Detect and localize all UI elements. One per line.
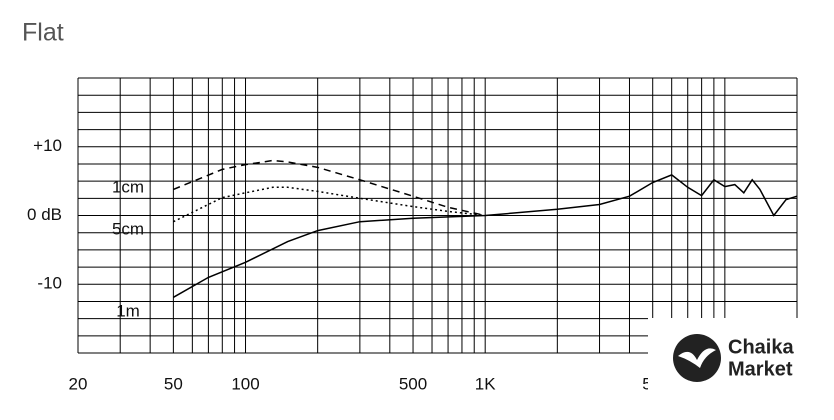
series-label: 1m <box>116 301 140 320</box>
series-line <box>173 174 798 298</box>
y-tick-label: +10 <box>33 136 62 155</box>
y-tick-label: 0 dB <box>27 205 62 224</box>
x-tick-label: 20 <box>69 374 88 393</box>
watermark-bird <box>678 348 716 368</box>
series-label: 5cm <box>112 219 144 238</box>
series-line <box>173 159 486 217</box>
x-tick-label: 500 <box>399 374 427 393</box>
chart-title: Flat <box>22 19 64 47</box>
x-tick-label: 100 <box>231 374 259 393</box>
series-line <box>173 186 486 223</box>
x-tick-label: 1K <box>475 374 496 393</box>
watermark-logo <box>673 334 721 382</box>
series-label: 1cm <box>112 177 144 196</box>
x-tick-label: 50 <box>164 374 183 393</box>
y-tick-label: -10 <box>37 274 62 293</box>
watermark-text: Market <box>728 358 793 380</box>
watermark-text: Chaika <box>728 336 794 358</box>
